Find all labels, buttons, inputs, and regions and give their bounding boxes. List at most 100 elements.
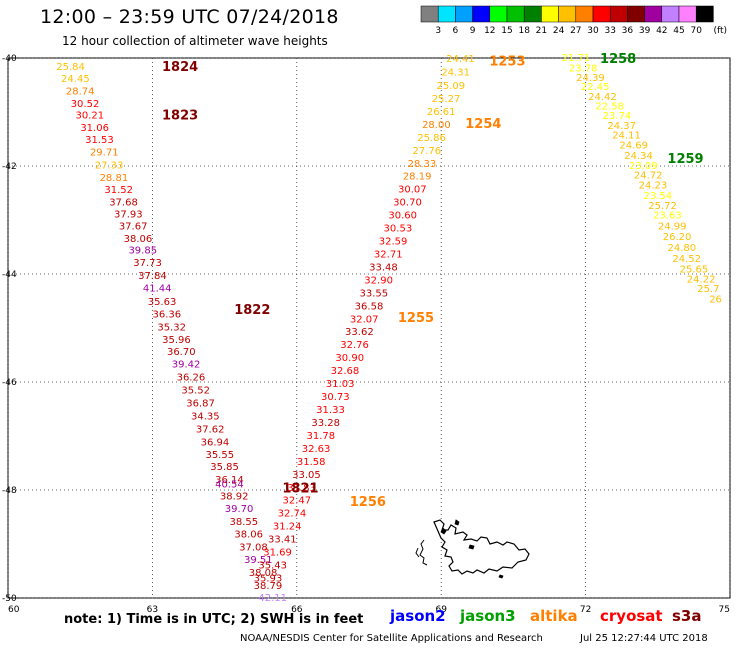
wave-height-value: 31.58 [297, 457, 326, 468]
kerguelen-island [415, 519, 530, 579]
wave-height-value: 38.55 [230, 517, 259, 528]
legend-label: 3 [435, 26, 441, 36]
wave-height-value: 37.68 [109, 198, 138, 209]
wave-height-value: 28.81 [100, 173, 129, 184]
wave-height-value: 28.74 [66, 86, 95, 97]
wave-height-value: 36.58 [355, 301, 384, 312]
wave-height-value: 25.84 [56, 62, 85, 73]
track-pass-label: 1256 [350, 495, 386, 510]
legend-swatch [695, 5, 714, 23]
wave-height-value: 24.11 [612, 131, 641, 142]
wave-height-value: 33.55 [359, 288, 388, 299]
wave-height-value: 33.62 [345, 327, 374, 338]
wave-height-value: 30.53 [384, 224, 413, 235]
wave-height-value: 24.42 [588, 92, 617, 103]
mission-s3a: s3a [672, 607, 702, 625]
wave-height-value: 24.39 [576, 73, 605, 84]
track-pass-label: 1255 [398, 311, 434, 326]
wave-height-value: 39.70 [225, 504, 254, 515]
lon-tick-label: 72 [580, 605, 591, 615]
wave-height-value: 35.63 [148, 297, 177, 308]
wave-height-value: 36.94 [201, 437, 230, 448]
lon-tick-label: 75 [719, 605, 730, 615]
wave-height-value: 31.33 [316, 405, 345, 416]
wave-height-value: 39.51 [244, 555, 273, 566]
wave-height-value: 23.78 [569, 64, 598, 75]
map-title: 12:00 – 23:59 UTC 07/24/2018 [40, 6, 339, 28]
track-labels: 1824 1823 1822 1821 1253 1254 1255 1256 1258 1259 [162, 52, 704, 510]
wave-height-value: 23.63 [653, 211, 682, 222]
track-pass-label: 1823 [162, 109, 198, 124]
wave-height-value: 24.99 [658, 221, 687, 232]
track-pass-label: 1253 [489, 55, 525, 70]
footer-note: note: 1) Time is in UTC; 2) SWH is in fe… [64, 612, 364, 627]
wave-height-value: 26.61 [427, 107, 456, 118]
generation-timestamp: Jul 25 12:27:44 UTC 2018 [580, 633, 708, 644]
wave-height-value: 26 [709, 294, 722, 305]
wave-height-value: 37.67 [119, 221, 148, 232]
lon-tick-label: 69 [435, 605, 447, 615]
legend-label: 42 [656, 26, 667, 36]
track-pass-label: 1824 [162, 60, 198, 75]
wave-height-value: 33.48 [369, 262, 398, 273]
wave-height-value: 25.86 [417, 133, 446, 144]
wave-height-value: 30.52 [71, 99, 100, 110]
track-pass-label: 1254 [465, 117, 501, 132]
wave-height-value: 35.32 [157, 322, 186, 333]
wave-height-value: 27.33 [95, 160, 124, 171]
wave-height-value: 32.47 [282, 496, 311, 507]
wave-height-value: 31.53 [85, 135, 114, 146]
wave-height-value: 35.93 [254, 573, 283, 584]
wave-height-value: 36.70 [167, 347, 196, 358]
wave-height-value: 32.90 [364, 275, 393, 286]
wave-height-value: 31.06 [80, 123, 109, 134]
wave-height-value: 24.69 [619, 140, 648, 151]
wave-height-value: 32.59 [379, 237, 408, 248]
legend-label: 39 [639, 26, 651, 36]
legend-label: 18 [518, 26, 530, 36]
wave-height-value: 25.72 [648, 201, 677, 212]
wave-height-value: 32.68 [331, 366, 360, 377]
wave-height-value: 34.35 [191, 411, 220, 422]
wave-height-value: 37.84 [138, 271, 167, 282]
wave-height-value: 28.19 [403, 172, 432, 183]
legend-label: 24 [553, 26, 565, 36]
wave-height-value: 35.52 [181, 386, 210, 397]
legend-label: 33 [604, 26, 615, 36]
wave-height-value: 32.74 [278, 509, 307, 520]
wave-height-value: 22.58 [595, 102, 624, 113]
wave-height-value: 23.74 [603, 111, 632, 122]
lat-tick-label: -46 [2, 378, 17, 388]
wave-height-value: 38.06 [234, 530, 263, 541]
wave-height-value: 35.55 [205, 450, 234, 461]
wave-height-value: 36.87 [186, 399, 215, 410]
track-pass-label: 1822 [234, 303, 270, 318]
legend-color-bar: 3 6 9 12 15 18 21 24 27 30 33 36 39 42 45 70 (ft) [420, 5, 727, 36]
wave-height-value: 39.85 [128, 246, 157, 257]
wave-height-value: 24.80 [668, 243, 697, 254]
wave-height-value: 31.69 [263, 548, 292, 559]
wave-height-value: 36.14 [215, 475, 244, 486]
wave-height-value: 30.70 [393, 198, 422, 209]
wave-height-value: 24.52 [672, 254, 701, 265]
wave-height-value: 31.52 [104, 185, 133, 196]
wave-height-value: 30.90 [335, 353, 364, 364]
wave-height-value: 32.76 [340, 340, 369, 351]
wave-height-value: 26.20 [663, 232, 692, 243]
wave-height-value: 30.21 [76, 111, 105, 122]
mission-altika: altika [530, 607, 578, 625]
wave-height-value: 30.73 [321, 392, 350, 403]
wave-height-value: 25.65 [680, 265, 709, 276]
legend-label: 27 [570, 26, 581, 36]
lat-tick-label: -42 [2, 162, 17, 172]
wave-height-value: 31.78 [307, 431, 336, 442]
wave-height-value: 24.23 [639, 180, 668, 191]
wave-height-value: 37.73 [133, 258, 162, 269]
wave-height-value: 25.27 [432, 94, 461, 105]
graticule [7, 57, 731, 599]
wave-height-value: 29.71 [90, 147, 119, 158]
wave-height-value: 35.96 [162, 335, 191, 346]
